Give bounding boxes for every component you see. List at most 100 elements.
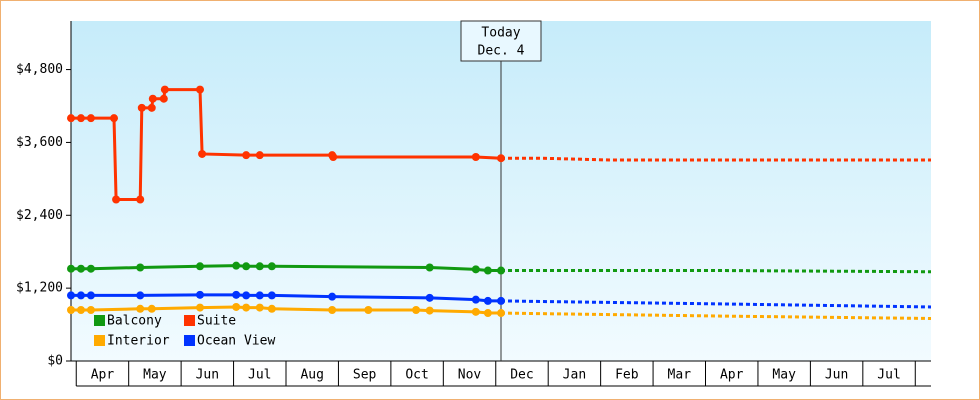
price-point (425, 293, 434, 302)
price-point (76, 291, 85, 300)
price-point (86, 264, 95, 273)
price-point (364, 306, 373, 314)
price-point (425, 306, 434, 315)
x-tick-label: May (772, 368, 796, 383)
price-point (471, 265, 480, 274)
x-tick-label: Jun (825, 368, 848, 383)
today-date: Dec. 4 (478, 44, 525, 59)
legend-label: Ocean View (197, 334, 275, 349)
price-point (67, 291, 75, 300)
price-point (110, 114, 118, 123)
price-point (497, 266, 505, 275)
price-point (497, 296, 505, 305)
today-label: Today (481, 26, 520, 41)
forecast-line (501, 269, 932, 274)
price-point (86, 114, 95, 123)
legend-swatch (94, 335, 105, 346)
price-point (67, 264, 75, 273)
x-tick-label: Mar (668, 368, 692, 383)
price-point (160, 85, 169, 94)
price-point (483, 296, 492, 305)
price-point (136, 304, 145, 313)
price-point (137, 103, 146, 112)
x-tick-label: Aug (300, 368, 323, 383)
price-point (471, 153, 480, 161)
y-tick-label: $0 (47, 354, 63, 369)
price-point (242, 151, 251, 160)
x-tick-label: Jul (877, 368, 900, 383)
x-tick-label: Apr (720, 368, 744, 383)
price-point (242, 262, 251, 271)
price-point (267, 262, 276, 271)
price-point (255, 262, 264, 271)
price-point (483, 266, 492, 275)
price-point (255, 303, 264, 312)
price-point (67, 114, 75, 123)
price-point (196, 262, 204, 271)
price-point (67, 306, 75, 314)
price-point (329, 153, 338, 161)
price-point (267, 291, 276, 300)
x-tick-label: Jun (196, 368, 219, 383)
legend-swatch (94, 315, 105, 326)
price-point (136, 291, 145, 300)
price-point (412, 306, 421, 314)
price-point (232, 261, 241, 270)
price-point (159, 94, 168, 103)
price-point (328, 306, 337, 314)
forecast-line (500, 299, 932, 309)
price-point (147, 103, 156, 112)
legend-swatch (184, 315, 195, 326)
legend-swatch (184, 335, 195, 346)
price-point (471, 307, 480, 316)
price-point (76, 306, 85, 314)
x-tick-label: Nov (458, 368, 482, 383)
price-point (76, 264, 85, 273)
x-tick-label: Sep (353, 368, 377, 383)
price-point (267, 304, 276, 313)
price-point (86, 306, 95, 314)
price-point (328, 292, 337, 301)
today-box (460, 20, 542, 62)
x-tick-label: May (143, 368, 167, 383)
price-point (196, 303, 204, 312)
price-point (136, 263, 145, 272)
legend-label: Interior (107, 334, 170, 349)
x-tick-label: Oct (405, 368, 428, 383)
price-point (196, 290, 204, 299)
price-point (147, 304, 156, 313)
legend-label: Suite (197, 314, 236, 329)
price-point (255, 151, 264, 160)
forecast-line (500, 311, 932, 320)
y-tick-label: $2,400 (16, 208, 63, 223)
price-point (242, 291, 251, 300)
price-point (76, 114, 85, 123)
price-point (483, 309, 492, 318)
y-tick-label: $3,600 (16, 135, 63, 150)
x-tick-label: Jan (563, 368, 586, 383)
price-point (198, 149, 207, 158)
x-tick-label: Jul (248, 368, 271, 383)
price-point (136, 195, 145, 204)
price-point (497, 154, 505, 163)
price-point (242, 303, 251, 312)
price-point (255, 291, 264, 300)
y-tick-label: $4,800 (16, 62, 63, 77)
price-line (71, 293, 501, 303)
price-point (425, 263, 434, 272)
price-point (86, 291, 95, 300)
x-tick-label: Dec (510, 368, 533, 383)
y-tick-label: $1,200 (16, 281, 63, 296)
price-point (196, 85, 204, 94)
x-tick-label: Apr (91, 368, 115, 383)
price-point (232, 302, 241, 311)
price-point (112, 195, 121, 204)
x-tick-label: Feb (615, 368, 639, 383)
legend-label: Balcony (107, 314, 162, 329)
price-point (232, 290, 241, 299)
price-point (471, 295, 480, 304)
price-point (497, 309, 505, 318)
price-point (148, 94, 157, 103)
